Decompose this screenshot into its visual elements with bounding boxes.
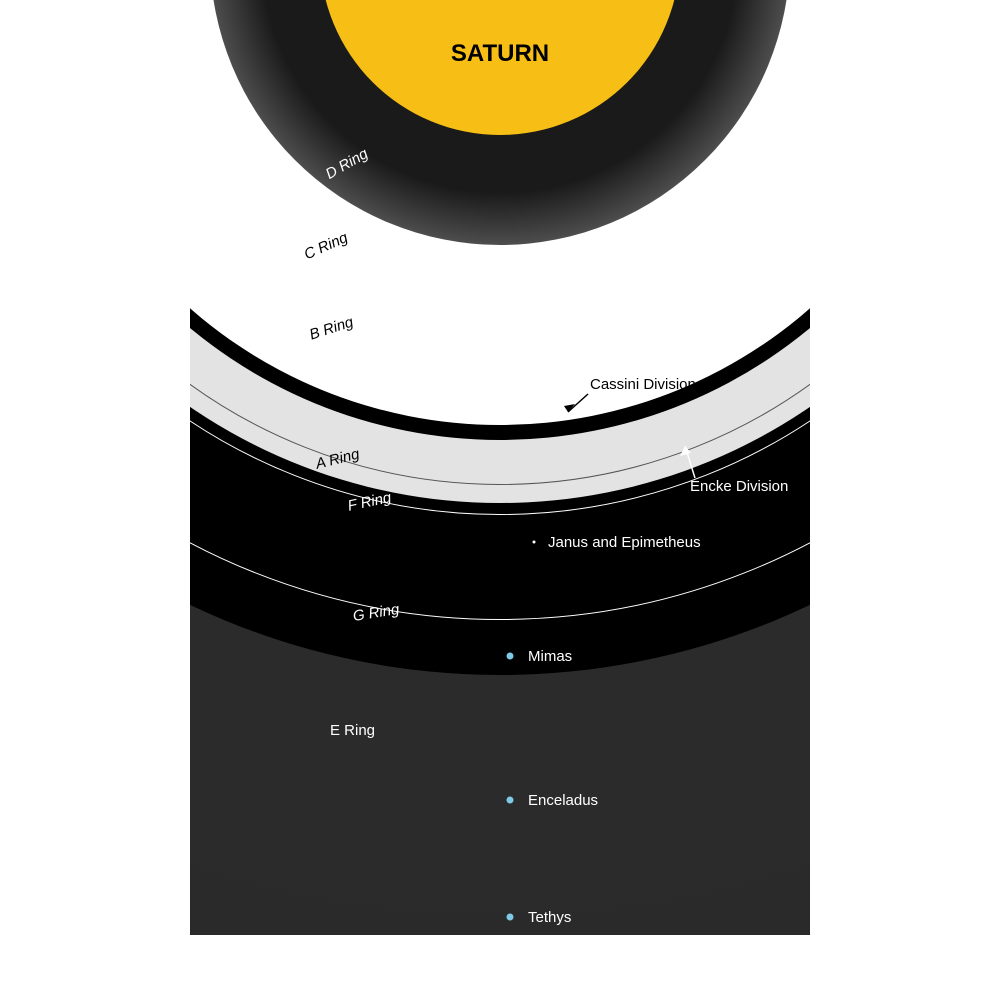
- moon-janus-epimetheus: [533, 541, 536, 544]
- moon-mimas: [507, 653, 514, 660]
- moon-enceladus: [507, 797, 514, 804]
- arrow-cassini: [550, 392, 600, 422]
- label-mimas: Mimas: [528, 648, 572, 665]
- label-enceladus: Enceladus: [528, 792, 598, 809]
- label-tethys: Tethys: [528, 909, 571, 926]
- planet-title: SATURN: [451, 40, 549, 68]
- diagram-viewport: SATURN D Ring C Ring B Ring A Ring F Rin…: [190, 0, 810, 935]
- arrow-encke: [670, 438, 710, 482]
- label-cassini-division: Cassini Division: [590, 376, 696, 393]
- moon-tethys: [507, 914, 514, 921]
- label-e-ring: E Ring: [330, 722, 375, 739]
- label-janus-epimetheus: Janus and Epimetheus: [548, 534, 701, 551]
